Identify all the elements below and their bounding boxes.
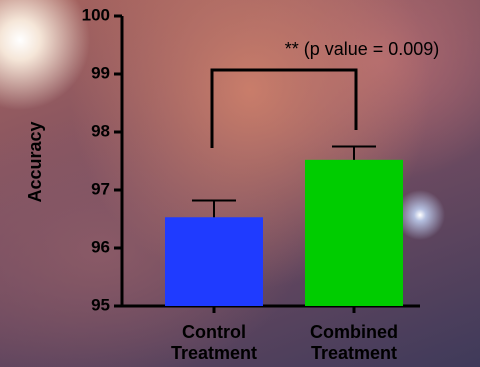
- annotation: ** (p value = 0.009): [285, 39, 440, 59]
- y-tick-label: 100: [82, 5, 110, 24]
- error-bar: [332, 145, 376, 160]
- bar: [165, 217, 263, 306]
- y-tick-label: 97: [91, 179, 110, 198]
- y-axis-label: Accuracy: [25, 121, 45, 202]
- x-tick-label: Combined Treatment: [310, 322, 398, 363]
- y-tick-label: 95: [91, 295, 110, 314]
- bar: [305, 159, 403, 306]
- y-tick-label: 98: [91, 121, 110, 140]
- y-tick-label: 99: [91, 63, 110, 82]
- significance-bracket: [210, 68, 358, 148]
- x-tick-label: Control Treatment: [170, 322, 258, 363]
- error-bar: [192, 199, 236, 218]
- y-tick-label: 96: [91, 237, 110, 256]
